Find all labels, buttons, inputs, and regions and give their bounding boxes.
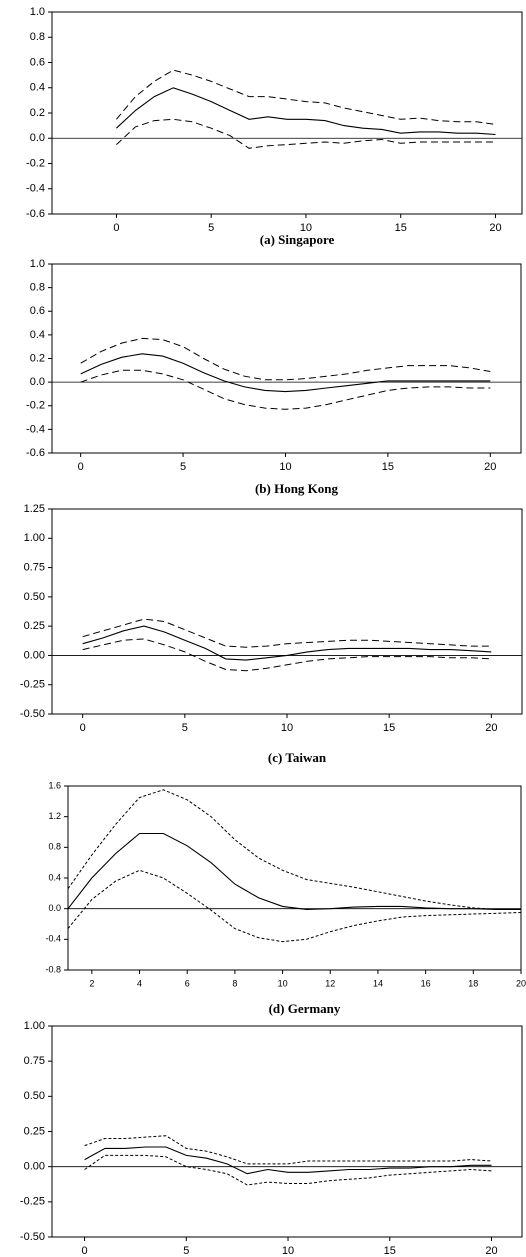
x-tick-label: 12 — [325, 978, 335, 988]
y-tick-label: 0.2 — [30, 107, 45, 119]
chart-title: (b) Hong Kong — [255, 481, 339, 496]
y-tick-label: 1.6 — [48, 780, 61, 790]
x-tick-label: 5 — [180, 461, 186, 473]
series-line — [82, 638, 492, 672]
y-tick-label: 0.4 — [30, 329, 45, 341]
series-line — [67, 869, 522, 943]
x-tick-label: 2 — [89, 978, 94, 988]
x-tick-label: 0 — [113, 222, 119, 234]
x-tick-label: 18 — [468, 978, 478, 988]
x-tick-label: 5 — [182, 722, 188, 734]
y-tick-label: 0.75 — [24, 1055, 45, 1067]
x-tick-label: 15 — [382, 461, 394, 473]
series-line — [80, 369, 491, 410]
y-tick-label: -0.25 — [20, 1196, 45, 1208]
chart-title: (a) Singapore — [260, 232, 335, 247]
series-line — [84, 1146, 492, 1175]
y-tick-label: -0.50 — [20, 1231, 45, 1243]
y-tick-label: -0.50 — [20, 708, 45, 720]
y-tick-label: -0.4 — [26, 183, 45, 195]
y-tick-label: 0.8 — [48, 842, 61, 852]
x-tick-label: 14 — [373, 978, 383, 988]
y-tick-label: 1.0 — [30, 258, 45, 270]
x-tick-label: 4 — [137, 978, 142, 988]
y-tick-label: 0.8 — [30, 31, 45, 43]
y-tick-label: 0.25 — [24, 620, 45, 632]
y-tick-label: 1.00 — [24, 532, 45, 544]
y-tick-label: 0.0 — [30, 132, 45, 144]
x-tick-label: 15 — [383, 722, 395, 734]
x-tick-label: 6 — [185, 978, 190, 988]
x-tick-label: 8 — [232, 978, 237, 988]
series-line — [67, 789, 521, 910]
plot-frame — [67, 785, 522, 971]
series-line — [82, 625, 492, 661]
y-tick-label: 0.0 — [30, 376, 45, 388]
series-line — [82, 618, 492, 648]
x-tick-label: 0 — [81, 1245, 87, 1257]
x-tick-label: 5 — [183, 1245, 189, 1257]
plot-frame — [51, 11, 523, 215]
y-tick-label: 1.0 — [30, 6, 45, 18]
y-tick-label: 1.00 — [24, 1020, 45, 1032]
y-tick-label: 0.2 — [30, 352, 45, 364]
y-tick-label: 1.2 — [48, 811, 61, 821]
x-tick-label: 15 — [395, 222, 407, 234]
y-tick-label: 0.4 — [48, 872, 61, 882]
y-tick-label: -0.4 — [26, 423, 45, 435]
series-line — [84, 1135, 492, 1165]
plot-frame — [51, 263, 522, 454]
y-tick-label: -0.25 — [20, 679, 45, 691]
x-tick-label: 10 — [279, 461, 291, 473]
x-tick-label: 10 — [282, 1245, 294, 1257]
plot-frame — [51, 508, 523, 715]
series-line — [80, 337, 491, 381]
x-tick-label: 0 — [78, 461, 84, 473]
y-tick-label: -0.4 — [45, 934, 61, 944]
y-tick-label: 0.00 — [24, 1161, 45, 1173]
series-line — [67, 832, 521, 910]
series-line — [84, 1154, 492, 1186]
y-tick-label: -0.6 — [26, 447, 45, 459]
x-tick-label: 20 — [484, 461, 496, 473]
chart-title: (d) Germany — [269, 1001, 341, 1016]
series-line — [116, 87, 496, 136]
y-tick-label: 0.6 — [30, 305, 45, 317]
y-tick-label: -0.2 — [26, 400, 45, 412]
x-tick-label: 20 — [485, 722, 497, 734]
x-tick-label: 15 — [384, 1245, 396, 1257]
x-tick-label: 20 — [489, 222, 501, 234]
y-tick-label: -0.2 — [26, 157, 45, 169]
y-tick-label: 0.0 — [48, 903, 61, 913]
chart-title: (c) Taiwan — [268, 750, 327, 765]
series-line — [116, 69, 496, 125]
y-tick-label: -0.8 — [45, 964, 61, 974]
y-tick-label: 1.25 — [24, 503, 45, 515]
y-tick-label: 0.50 — [24, 1090, 45, 1102]
y-tick-label: -0.6 — [26, 208, 45, 220]
y-tick-label: 0.00 — [24, 649, 45, 661]
x-tick-label: 10 — [300, 222, 312, 234]
x-tick-label: 10 — [281, 722, 293, 734]
x-tick-label: 20 — [485, 1245, 497, 1257]
series-line — [80, 353, 491, 393]
x-tick-label: 5 — [208, 222, 214, 234]
y-tick-label: 0.25 — [24, 1125, 45, 1137]
x-tick-label: 20 — [516, 978, 526, 988]
y-tick-label: 0.75 — [24, 561, 45, 573]
x-tick-label: 10 — [278, 978, 288, 988]
series-line — [116, 118, 496, 149]
y-tick-label: 0.50 — [24, 591, 45, 603]
y-tick-label: 0.4 — [30, 82, 45, 94]
y-tick-label: 0.6 — [30, 56, 45, 68]
plot-frame — [51, 1025, 523, 1238]
x-tick-label: 16 — [421, 978, 431, 988]
x-tick-label: 0 — [80, 722, 86, 734]
y-tick-label: 0.8 — [30, 282, 45, 294]
